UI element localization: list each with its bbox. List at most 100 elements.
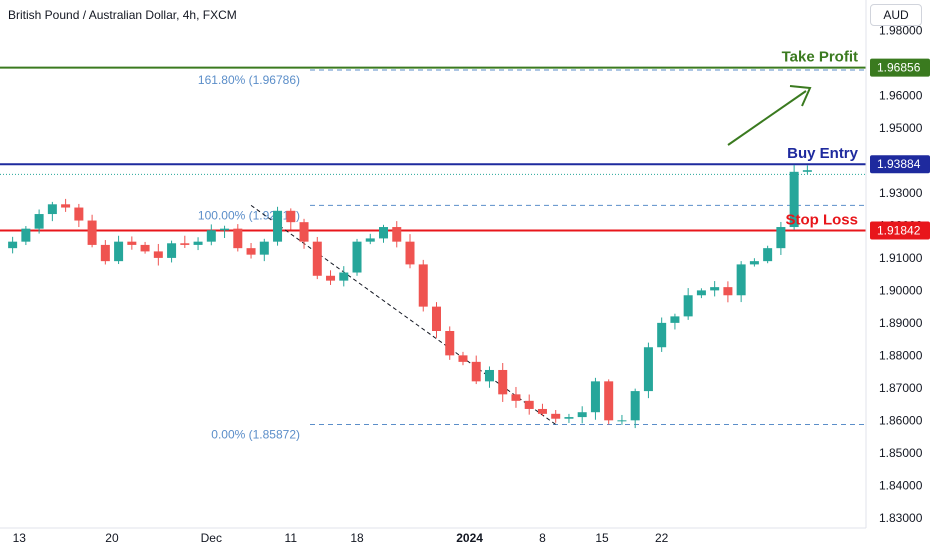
svg-text:1.93884: 1.93884 <box>877 157 921 171</box>
candle <box>405 234 415 269</box>
time-axis[interactable]: 13 20 Dec 11 18 2024 8 15 22 <box>13 531 669 545</box>
candle <box>471 355 481 385</box>
candle-body <box>100 244 110 262</box>
candle <box>87 214 97 248</box>
y-tick-label: 1.95000 <box>879 121 923 135</box>
candle-body <box>21 228 31 242</box>
candle <box>167 240 177 263</box>
fibonacci-retracement: 161.80% (1.96786) 100.00% (1.92617) 0.00% … <box>198 69 866 441</box>
svg-text:1.91842: 1.91842 <box>877 224 921 238</box>
candlestick-series <box>8 164 812 429</box>
candle-body <box>458 355 468 362</box>
candle-body <box>431 306 441 331</box>
candle-body <box>352 241 362 273</box>
candle-body <box>180 243 190 245</box>
y-tick-label: 1.89000 <box>879 316 923 330</box>
price-levels <box>0 66 866 232</box>
candle <box>379 224 389 243</box>
candle-body <box>537 408 547 414</box>
candle <box>100 240 110 265</box>
y-tick-label: 1.86000 <box>879 413 923 427</box>
candle <box>180 235 190 248</box>
candle <box>749 258 759 267</box>
price-axis[interactable]: 1.980001.960001.950001.930001.920001.910… <box>879 24 923 525</box>
take-profit-price-tag: 1.96856 <box>870 58 930 77</box>
candle <box>458 351 468 366</box>
candle <box>683 288 693 320</box>
candle <box>326 270 336 285</box>
candle <box>21 226 31 246</box>
candle-body <box>564 417 574 419</box>
candle <box>233 224 243 252</box>
candle-body <box>8 241 18 249</box>
candle <box>657 317 667 352</box>
candle-body <box>246 248 256 255</box>
candle <box>736 261 746 303</box>
candle <box>299 218 309 249</box>
y-tick-label: 1.96000 <box>879 88 923 102</box>
candle-body <box>590 381 600 413</box>
candle <box>537 403 547 416</box>
candle-body <box>87 220 97 245</box>
candle-body <box>114 241 124 262</box>
x-tick-label: Dec <box>201 531 222 545</box>
candle-body <box>365 238 375 242</box>
candle <box>431 302 441 338</box>
candle <box>127 236 137 250</box>
candle-body <box>577 412 587 418</box>
candle-body <box>670 316 680 323</box>
y-tick-label: 1.98000 <box>879 24 923 38</box>
candle-body <box>696 290 706 296</box>
candle-body <box>339 272 349 281</box>
candle <box>670 313 680 330</box>
candle-body <box>392 227 402 242</box>
x-tick-label: 15 <box>595 531 609 545</box>
candle <box>763 245 773 264</box>
candle <box>643 342 653 399</box>
candle <box>577 406 587 424</box>
candle-body <box>683 295 693 317</box>
candle <box>140 241 150 254</box>
candle-body <box>776 227 786 249</box>
candle <box>8 236 18 254</box>
candle <box>802 165 812 175</box>
candle <box>193 237 203 251</box>
candle <box>352 238 362 276</box>
currency-button[interactable]: AUD <box>870 4 922 26</box>
y-tick-label: 1.90000 <box>879 283 923 297</box>
candle-body <box>604 381 614 421</box>
candle-body <box>710 287 720 291</box>
candle-body <box>643 347 653 392</box>
candle <box>259 238 269 262</box>
candle-body <box>220 228 230 231</box>
y-tick-label: 1.83000 <box>879 511 923 525</box>
price-level-labels: 1.96856 1.93884 1.91842 <box>870 58 930 240</box>
candle-body <box>74 207 84 221</box>
candle <box>445 326 455 360</box>
candle-body <box>326 275 336 281</box>
annotations: Take Profit Buy Entry Stop Loss <box>727 49 859 229</box>
candle-body <box>61 204 71 208</box>
fib-trend-line <box>250 204 556 425</box>
stop-loss-price-tag: 1.91842 <box>870 221 930 240</box>
candle <box>392 221 402 248</box>
candle <box>61 198 71 212</box>
candle <box>312 236 322 280</box>
candle <box>273 206 283 246</box>
candle-body <box>445 330 455 356</box>
candle-body <box>511 394 521 401</box>
candle-body <box>312 241 322 276</box>
candle <box>630 388 640 429</box>
arrow-head-icon <box>789 85 812 107</box>
buy-entry-label: Buy Entry <box>787 145 859 162</box>
candle <box>617 414 627 425</box>
candle <box>246 243 256 259</box>
candle-body <box>299 222 309 242</box>
candle <box>723 281 733 303</box>
candle <box>365 233 375 245</box>
stop-loss-label: Stop Loss <box>785 212 858 229</box>
x-tick-label: 8 <box>539 531 546 545</box>
candle-body <box>524 400 534 409</box>
candle-body <box>206 230 216 242</box>
